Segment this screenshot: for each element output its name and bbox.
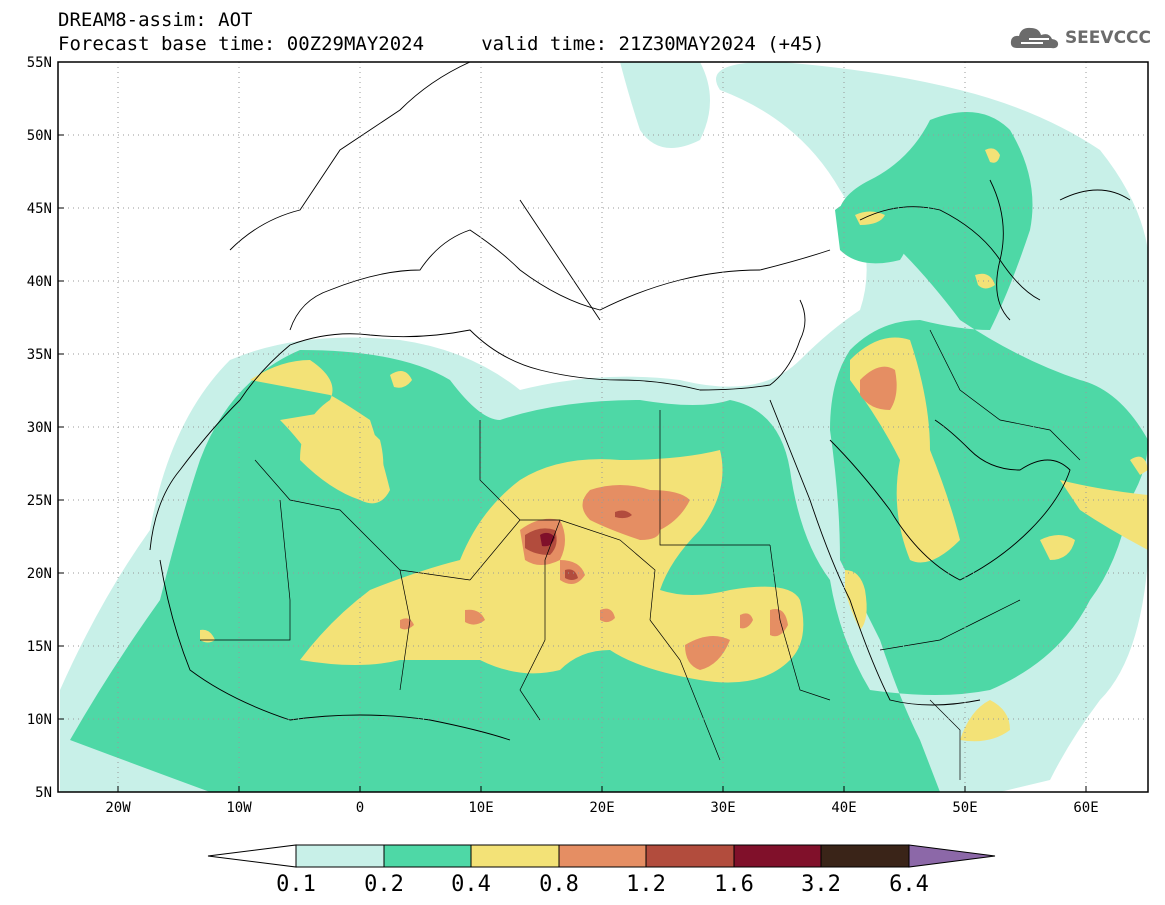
lon-label: 50E (952, 800, 977, 816)
colorbar-low-arrow (207, 844, 297, 868)
forecast-times: Forecast base time: 00Z29MAY2024 valid t… (58, 33, 825, 55)
lat-label: 55N (27, 55, 52, 71)
brand-text: SEEVCCC (1064, 28, 1151, 48)
lon-label: 20E (589, 800, 614, 816)
colorbar-label: 1.6 (714, 872, 754, 897)
colorbar-swatch (383, 844, 472, 868)
longitude-labels: 20W 10W 0 10E 20E 30E 40E 50E 60E (105, 800, 1098, 816)
map-title: DREAM8-assim: AOT (58, 9, 253, 31)
lat-label: 5N (35, 785, 52, 801)
colorbar-swatch (820, 844, 910, 868)
lat-label: 20N (27, 566, 52, 582)
lon-label: 10E (468, 800, 493, 816)
colorbar-label: 3.2 (801, 872, 841, 897)
colorbar-labels: 0.1 0.2 0.4 0.8 1.2 1.6 3.2 6.4 (276, 872, 929, 897)
lon-label: 30E (710, 800, 735, 816)
colorbar-label: 6.4 (889, 872, 929, 897)
colorbar-swatch (733, 844, 822, 868)
colorbar-swatch (470, 844, 560, 868)
lon-label: 40E (831, 800, 856, 816)
colorbar-label: 0.1 (276, 872, 316, 897)
lat-label: 35N (27, 347, 52, 363)
colorbar-label: 0.8 (539, 872, 579, 897)
seevccc-logo: SEEVCCC (1009, 24, 1151, 52)
colorbar-high-arrow (908, 844, 996, 868)
lat-label: 40N (27, 274, 52, 290)
graticule (58, 62, 1148, 792)
lat-label: 45N (27, 201, 52, 217)
colorbar-label: 0.4 (451, 872, 491, 897)
coastlines (149, 62, 1131, 741)
latitude-labels: 55N 50N 45N 40N 35N 30N 25N 20N 15N 10N … (27, 55, 52, 801)
lat-label: 25N (27, 493, 52, 509)
colorbar-label: 0.2 (364, 872, 404, 897)
colorbar (207, 844, 996, 868)
colorbar-swatch (645, 844, 735, 868)
lon-label: 20W (105, 800, 131, 816)
colorbar-swatch (558, 844, 647, 868)
lat-label: 30N (27, 420, 52, 436)
lon-label: 60E (1073, 800, 1098, 816)
colorbar-label: 1.2 (626, 872, 666, 897)
tick-marks (58, 61, 1087, 792)
lat-label: 10N (27, 712, 52, 728)
colorbar-swatch (295, 844, 385, 868)
lat-label: 50N (27, 128, 52, 144)
lon-label: 10W (226, 800, 252, 816)
lon-label: 0 (356, 800, 364, 816)
lat-label: 15N (27, 639, 52, 655)
cloud-logo-icon (1010, 27, 1059, 49)
